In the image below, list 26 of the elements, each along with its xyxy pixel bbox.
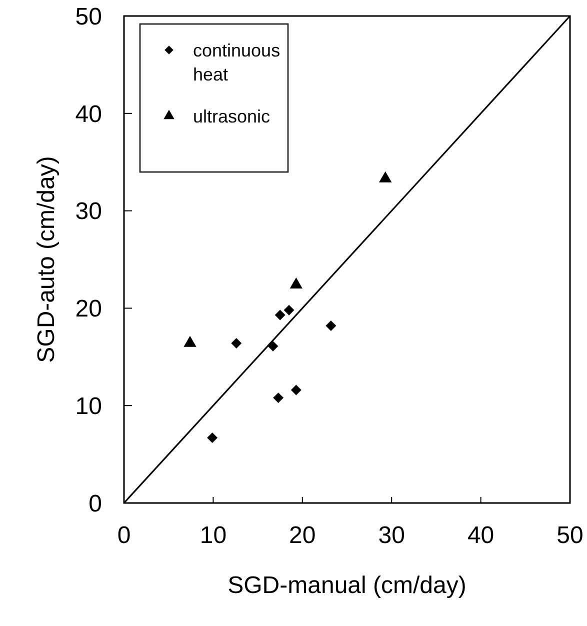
- y-tick-label: 40: [75, 100, 102, 128]
- legend-label: ultrasonic: [193, 106, 270, 126]
- x-tick-label: 40: [467, 522, 494, 549]
- point: [290, 384, 302, 396]
- x-tick-label: 10: [200, 522, 227, 549]
- point: [274, 310, 286, 320]
- y-tick-label: 50: [75, 3, 102, 30]
- legend-label: continuous heat: [193, 40, 280, 84]
- y-axis-title: SGD-auto (cm/day): [33, 156, 60, 363]
- x-tick-label: 30: [378, 522, 405, 549]
- point: [379, 171, 392, 182]
- x-axis-title: SGD-manual (cm/day): [228, 572, 466, 599]
- point: [231, 338, 242, 349]
- point: [326, 320, 336, 331]
- point: [207, 432, 218, 443]
- x-tick-label: 50: [556, 522, 584, 549]
- point: [268, 340, 278, 352]
- y-tick-label: 10: [75, 393, 102, 420]
- x-tick-label: 0: [117, 522, 131, 549]
- x-tick-label: 20: [289, 522, 316, 549]
- y-tick-label: 30: [75, 198, 102, 226]
- y-tick-label: 0: [88, 490, 102, 518]
- point: [284, 304, 294, 316]
- point: [290, 277, 303, 288]
- point: [273, 392, 284, 404]
- y-tick-label: 20: [75, 296, 102, 323]
